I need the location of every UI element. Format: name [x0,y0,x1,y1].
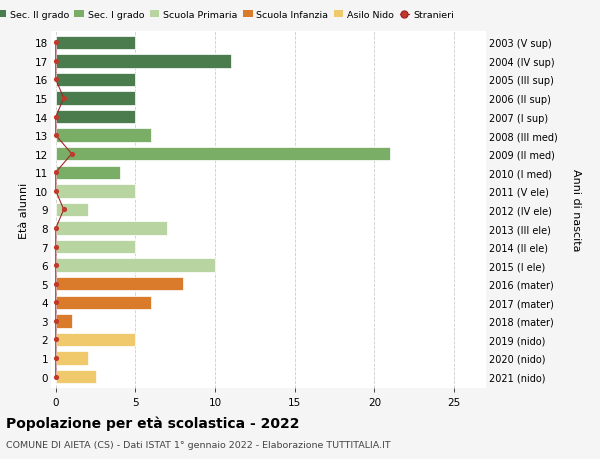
Bar [56,203,88,217]
Bar [56,296,151,309]
Bar [56,259,215,272]
Point [59,95,68,102]
Point [51,114,61,121]
Text: Popolazione per età scolastica - 2022: Popolazione per età scolastica - 2022 [6,415,299,430]
Bar [56,55,231,68]
Bar [56,222,167,235]
Point [67,151,77,158]
Bar [56,185,136,198]
Point [51,280,61,288]
Point [51,373,61,381]
Y-axis label: Anni di nascita: Anni di nascita [571,169,581,251]
Point [51,318,61,325]
Point [51,188,61,195]
Bar [56,166,119,179]
Point [51,169,61,177]
Point [51,262,61,269]
Y-axis label: Età alunni: Età alunni [19,182,29,238]
Bar [56,314,72,328]
Point [51,243,61,251]
Point [51,354,61,362]
Legend: Sec. II grado, Sec. I grado, Scuola Primaria, Scuola Infanzia, Asilo Nido, Stran: Sec. II grado, Sec. I grado, Scuola Prim… [0,7,457,24]
Bar [56,148,391,161]
Text: COMUNE DI AIETA (CS) - Dati ISTAT 1° gennaio 2022 - Elaborazione TUTTITALIA.IT: COMUNE DI AIETA (CS) - Dati ISTAT 1° gen… [6,440,391,449]
Point [51,225,61,232]
Bar [56,277,183,291]
Bar [56,73,136,87]
Bar [56,37,136,50]
Bar [56,370,95,383]
Point [51,132,61,140]
Bar [56,333,136,347]
Point [51,39,61,47]
Point [51,58,61,66]
Point [51,299,61,306]
Bar [56,352,88,365]
Point [51,77,61,84]
Bar [56,129,151,143]
Bar [56,111,136,124]
Bar [56,92,136,106]
Bar [56,241,136,254]
Point [51,336,61,343]
Point [59,207,68,214]
